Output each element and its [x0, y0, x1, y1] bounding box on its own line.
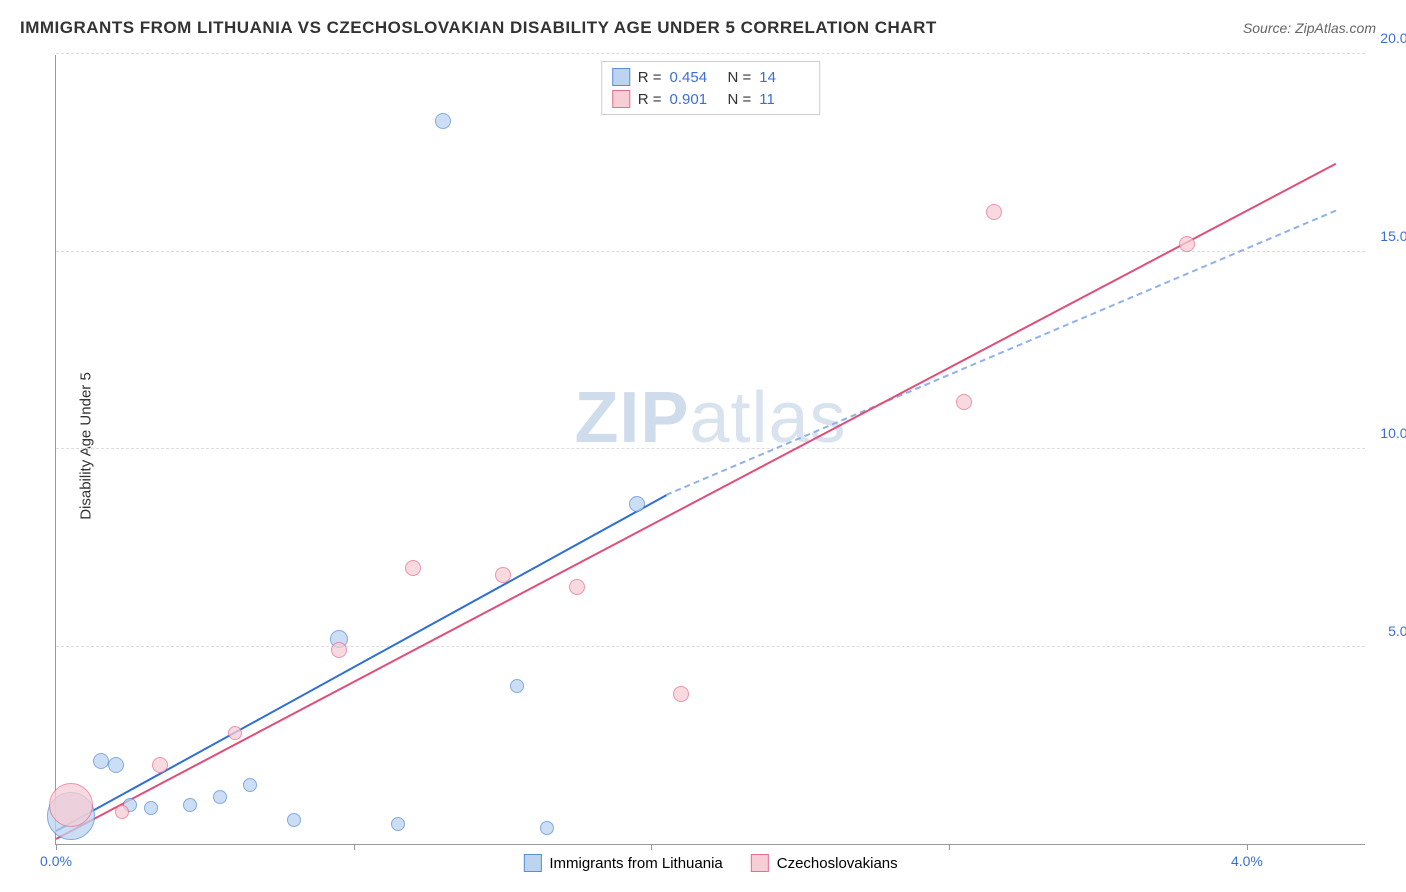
legend-correlation-row: R = 0.901 N = 11: [612, 88, 810, 110]
x-tick: [651, 844, 652, 850]
legend-series-label: Czechoslovakians: [777, 855, 898, 872]
x-tick: [949, 844, 950, 850]
gridline: [56, 53, 1365, 54]
legend-r-value: 0.454: [670, 69, 720, 86]
data-point: [510, 679, 524, 693]
legend-series-item: Czechoslovakians: [751, 854, 898, 872]
data-point: [183, 798, 197, 812]
legend-r-label: R =: [638, 91, 662, 108]
legend-swatch: [612, 68, 630, 86]
x-tick-label: 4.0%: [1231, 853, 1263, 869]
legend-correlation: R = 0.454 N = 14 R = 0.901 N = 11: [601, 61, 821, 115]
data-point: [495, 567, 511, 583]
data-point: [152, 757, 168, 773]
legend-r-label: R =: [638, 69, 662, 86]
watermark-atlas: atlas: [689, 378, 846, 458]
legend-n-label: N =: [728, 69, 752, 86]
legend-n-value: 11: [759, 91, 809, 108]
y-tick-label: 15.0%: [1380, 228, 1406, 244]
data-point: [391, 817, 405, 831]
data-point: [213, 790, 227, 804]
data-point: [673, 686, 689, 702]
data-point: [115, 805, 129, 819]
legend-series: Immigrants from Lithuania Czechoslovakian…: [523, 854, 897, 872]
data-point: [287, 813, 301, 827]
data-point: [1179, 236, 1195, 252]
legend-swatch: [612, 90, 630, 108]
gridline: [56, 448, 1365, 449]
data-point: [629, 496, 645, 512]
source-label: Source: ZipAtlas.com: [1243, 20, 1376, 36]
data-point: [243, 778, 257, 792]
data-point: [569, 579, 585, 595]
chart-plot-area: ZIPatlas R =0.454N =14R =0.901N =11 Immi…: [55, 55, 1365, 845]
legend-series-item: Immigrants from Lithuania: [523, 854, 722, 872]
data-point: [435, 113, 451, 129]
data-point: [986, 204, 1002, 220]
data-point: [405, 560, 421, 576]
legend-n-value: 14: [759, 69, 809, 86]
x-tick: [56, 844, 57, 850]
watermark: ZIPatlas: [574, 377, 846, 459]
trend-line: [56, 495, 667, 833]
data-point: [540, 821, 554, 835]
data-point: [49, 783, 93, 827]
legend-series-label: Immigrants from Lithuania: [549, 855, 722, 872]
data-point: [108, 757, 124, 773]
y-tick-label: 10.0%: [1380, 425, 1406, 441]
data-point: [93, 753, 109, 769]
trend-line: [56, 163, 1337, 840]
legend-r-value: 0.901: [670, 91, 720, 108]
legend-swatch: [751, 854, 769, 872]
x-tick-label: 0.0%: [40, 853, 72, 869]
legend-correlation-row: R = 0.454 N = 14: [612, 66, 810, 88]
chart-title: IMMIGRANTS FROM LITHUANIA VS CZECHOSLOVA…: [20, 18, 937, 38]
data-point: [228, 726, 242, 740]
watermark-zip: ZIP: [574, 378, 689, 458]
x-tick: [354, 844, 355, 850]
trend-line: [666, 210, 1337, 496]
y-tick-label: 20.0%: [1380, 30, 1406, 46]
legend-swatch: [523, 854, 541, 872]
gridline: [56, 646, 1365, 647]
x-tick: [1247, 844, 1248, 850]
data-point: [144, 801, 158, 815]
legend-n-label: N =: [728, 91, 752, 108]
data-point: [331, 642, 347, 658]
y-tick-label: 5.0%: [1388, 623, 1406, 639]
data-point: [956, 394, 972, 410]
